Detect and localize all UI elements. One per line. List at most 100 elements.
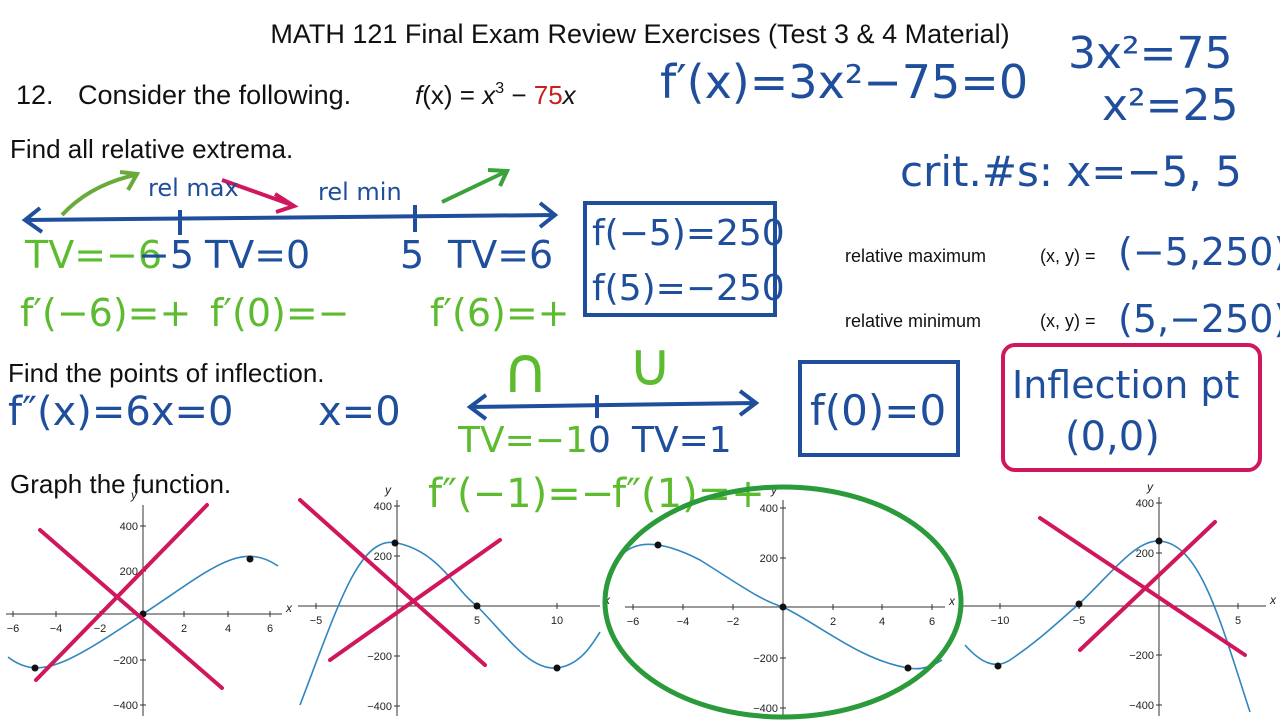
section-extrema: Find all relative extrema. bbox=[10, 134, 293, 164]
y-tick-label: 400 bbox=[760, 503, 778, 515]
hw-rel-max: rel max bbox=[148, 174, 239, 202]
hw-inflection-title: Inflection pt bbox=[1012, 363, 1239, 407]
y-tick-label: −200 bbox=[113, 655, 138, 667]
problem-number: 12. bbox=[16, 80, 54, 110]
hw-critical-point: −5 bbox=[138, 233, 194, 277]
y-tick-label: 200 bbox=[374, 551, 392, 563]
hw-sign: f″(−1)=− bbox=[428, 471, 614, 517]
title: MATH 121 Final Exam Review Exercises (Te… bbox=[270, 19, 1009, 49]
y-tick-label: −400 bbox=[753, 703, 778, 715]
hw-x-zero: x=0 bbox=[318, 389, 401, 435]
y-tick-label: 400 bbox=[120, 521, 138, 533]
y-tick-label: 400 bbox=[374, 501, 392, 513]
hw-value: f(5)=−250 bbox=[592, 268, 785, 309]
function: f(x) = x3 − 75x bbox=[415, 80, 577, 110]
box bbox=[583, 201, 777, 317]
hw-critical: crit.#s: x=−5, 5 bbox=[900, 147, 1242, 196]
y-tick-label: −400 bbox=[113, 700, 138, 712]
y-tick-label: 200 bbox=[1136, 548, 1154, 560]
hw-test-value: TV=−6 bbox=[24, 233, 162, 277]
section-graph: Graph the function. bbox=[10, 469, 231, 499]
fn-name: f bbox=[415, 80, 425, 110]
fn-arg: (x) = bbox=[422, 80, 482, 110]
axis-label: x bbox=[1269, 593, 1277, 607]
hw-test-value: TV=6 bbox=[447, 233, 553, 277]
fn-minus: − bbox=[504, 80, 534, 110]
hw-test-value: TV=−1 bbox=[457, 420, 588, 461]
y-tick-label: −400 bbox=[367, 701, 392, 713]
x-tick-label: 6 bbox=[929, 616, 935, 628]
x-tick-label: 5 bbox=[1235, 615, 1241, 627]
hw-concave: ∪ bbox=[628, 330, 672, 400]
fn-base: x bbox=[480, 80, 496, 110]
arrow bbox=[60, 170, 141, 217]
y-tick-label: −200 bbox=[753, 653, 778, 665]
x-tick-label: −2 bbox=[727, 616, 740, 628]
hw-sign: f′(0)=− bbox=[210, 291, 350, 335]
hw-rel-min: rel min bbox=[318, 178, 402, 206]
x-tick-label: −6 bbox=[627, 616, 640, 628]
hw-test-value: TV=0 bbox=[204, 233, 310, 277]
selection-circle bbox=[602, 484, 964, 720]
problem-prompt: Consider the following. bbox=[78, 80, 351, 110]
hw-inflection-point: (0,0) bbox=[1065, 414, 1160, 460]
hw-sign: f′(6)=+ bbox=[430, 291, 570, 335]
arrow bbox=[221, 178, 299, 214]
hw-critical-point: 5 bbox=[400, 233, 424, 277]
y-tick-label: −200 bbox=[1129, 650, 1154, 662]
x-tick-label: 4 bbox=[879, 616, 885, 628]
box bbox=[1001, 343, 1262, 472]
hw-answer: (5,−250) bbox=[1118, 297, 1280, 341]
hw-concave: ∩ bbox=[502, 334, 549, 408]
axis-label: x bbox=[948, 594, 956, 608]
hw-sign: f″(1)=+ bbox=[612, 471, 765, 517]
x-tick-label: −5 bbox=[310, 615, 323, 627]
hw-f-zero: f(0)=0 bbox=[810, 386, 946, 435]
hw-test-value: TV=1 bbox=[631, 420, 732, 461]
x-tick-label: −5 bbox=[1073, 615, 1086, 627]
x-tick-label: 5 bbox=[474, 615, 480, 627]
hw-sign: f′(−6)=+ bbox=[20, 291, 191, 335]
fn-power: 3 bbox=[495, 80, 504, 97]
number-line bbox=[21, 201, 559, 235]
x-tick-label: 6 bbox=[267, 623, 273, 635]
x-tick-label: −10 bbox=[991, 615, 1010, 627]
fn-variable: x bbox=[561, 80, 577, 110]
x-tick-label: 4 bbox=[225, 623, 231, 635]
axis-label: y bbox=[1146, 480, 1154, 494]
hw-critical-point: 0 bbox=[588, 420, 611, 461]
x-tick-label: −6 bbox=[7, 623, 20, 635]
section-inflection: Find the points of inflection. bbox=[8, 358, 325, 388]
min-coords-label: (x, y) = bbox=[1040, 311, 1096, 331]
x-tick-label: 10 bbox=[551, 615, 563, 627]
min-label: relative minimum bbox=[845, 311, 981, 331]
axis-label: x bbox=[285, 601, 293, 615]
fn-coefficient: 75 bbox=[534, 80, 563, 110]
axis-label: y bbox=[384, 483, 392, 497]
y-tick-label: 400 bbox=[1136, 498, 1154, 510]
y-tick-label: −200 bbox=[367, 651, 392, 663]
hw-second-derivative: f″(x)=6x=0 bbox=[8, 389, 234, 435]
hw-value: f(−5)=250 bbox=[592, 213, 785, 254]
hw-derivative: f′(x)=3x²−75=0 bbox=[660, 55, 1028, 109]
x-tick-label: −4 bbox=[677, 616, 690, 628]
y-tick-label: −400 bbox=[1129, 700, 1154, 712]
arrow bbox=[441, 168, 511, 204]
hw-step: x²=25 bbox=[1102, 80, 1239, 131]
hw-step: 3x²=75 bbox=[1068, 28, 1233, 79]
x-tick-label: −4 bbox=[50, 623, 63, 635]
x-tick-label: 2 bbox=[181, 623, 187, 635]
hw-answer: (−5,250) bbox=[1118, 230, 1280, 274]
y-tick-label: 200 bbox=[120, 566, 138, 578]
points bbox=[31, 537, 1163, 672]
x-tick-label: −2 bbox=[94, 623, 107, 635]
max-coords-label: (x, y) = bbox=[1040, 246, 1096, 266]
x-tick-label: 2 bbox=[830, 616, 836, 628]
axis-label: y bbox=[770, 483, 778, 497]
box bbox=[798, 360, 960, 457]
y-tick-label: 200 bbox=[760, 553, 778, 565]
number-line bbox=[466, 389, 760, 421]
max-label: relative maximum bbox=[845, 246, 986, 266]
